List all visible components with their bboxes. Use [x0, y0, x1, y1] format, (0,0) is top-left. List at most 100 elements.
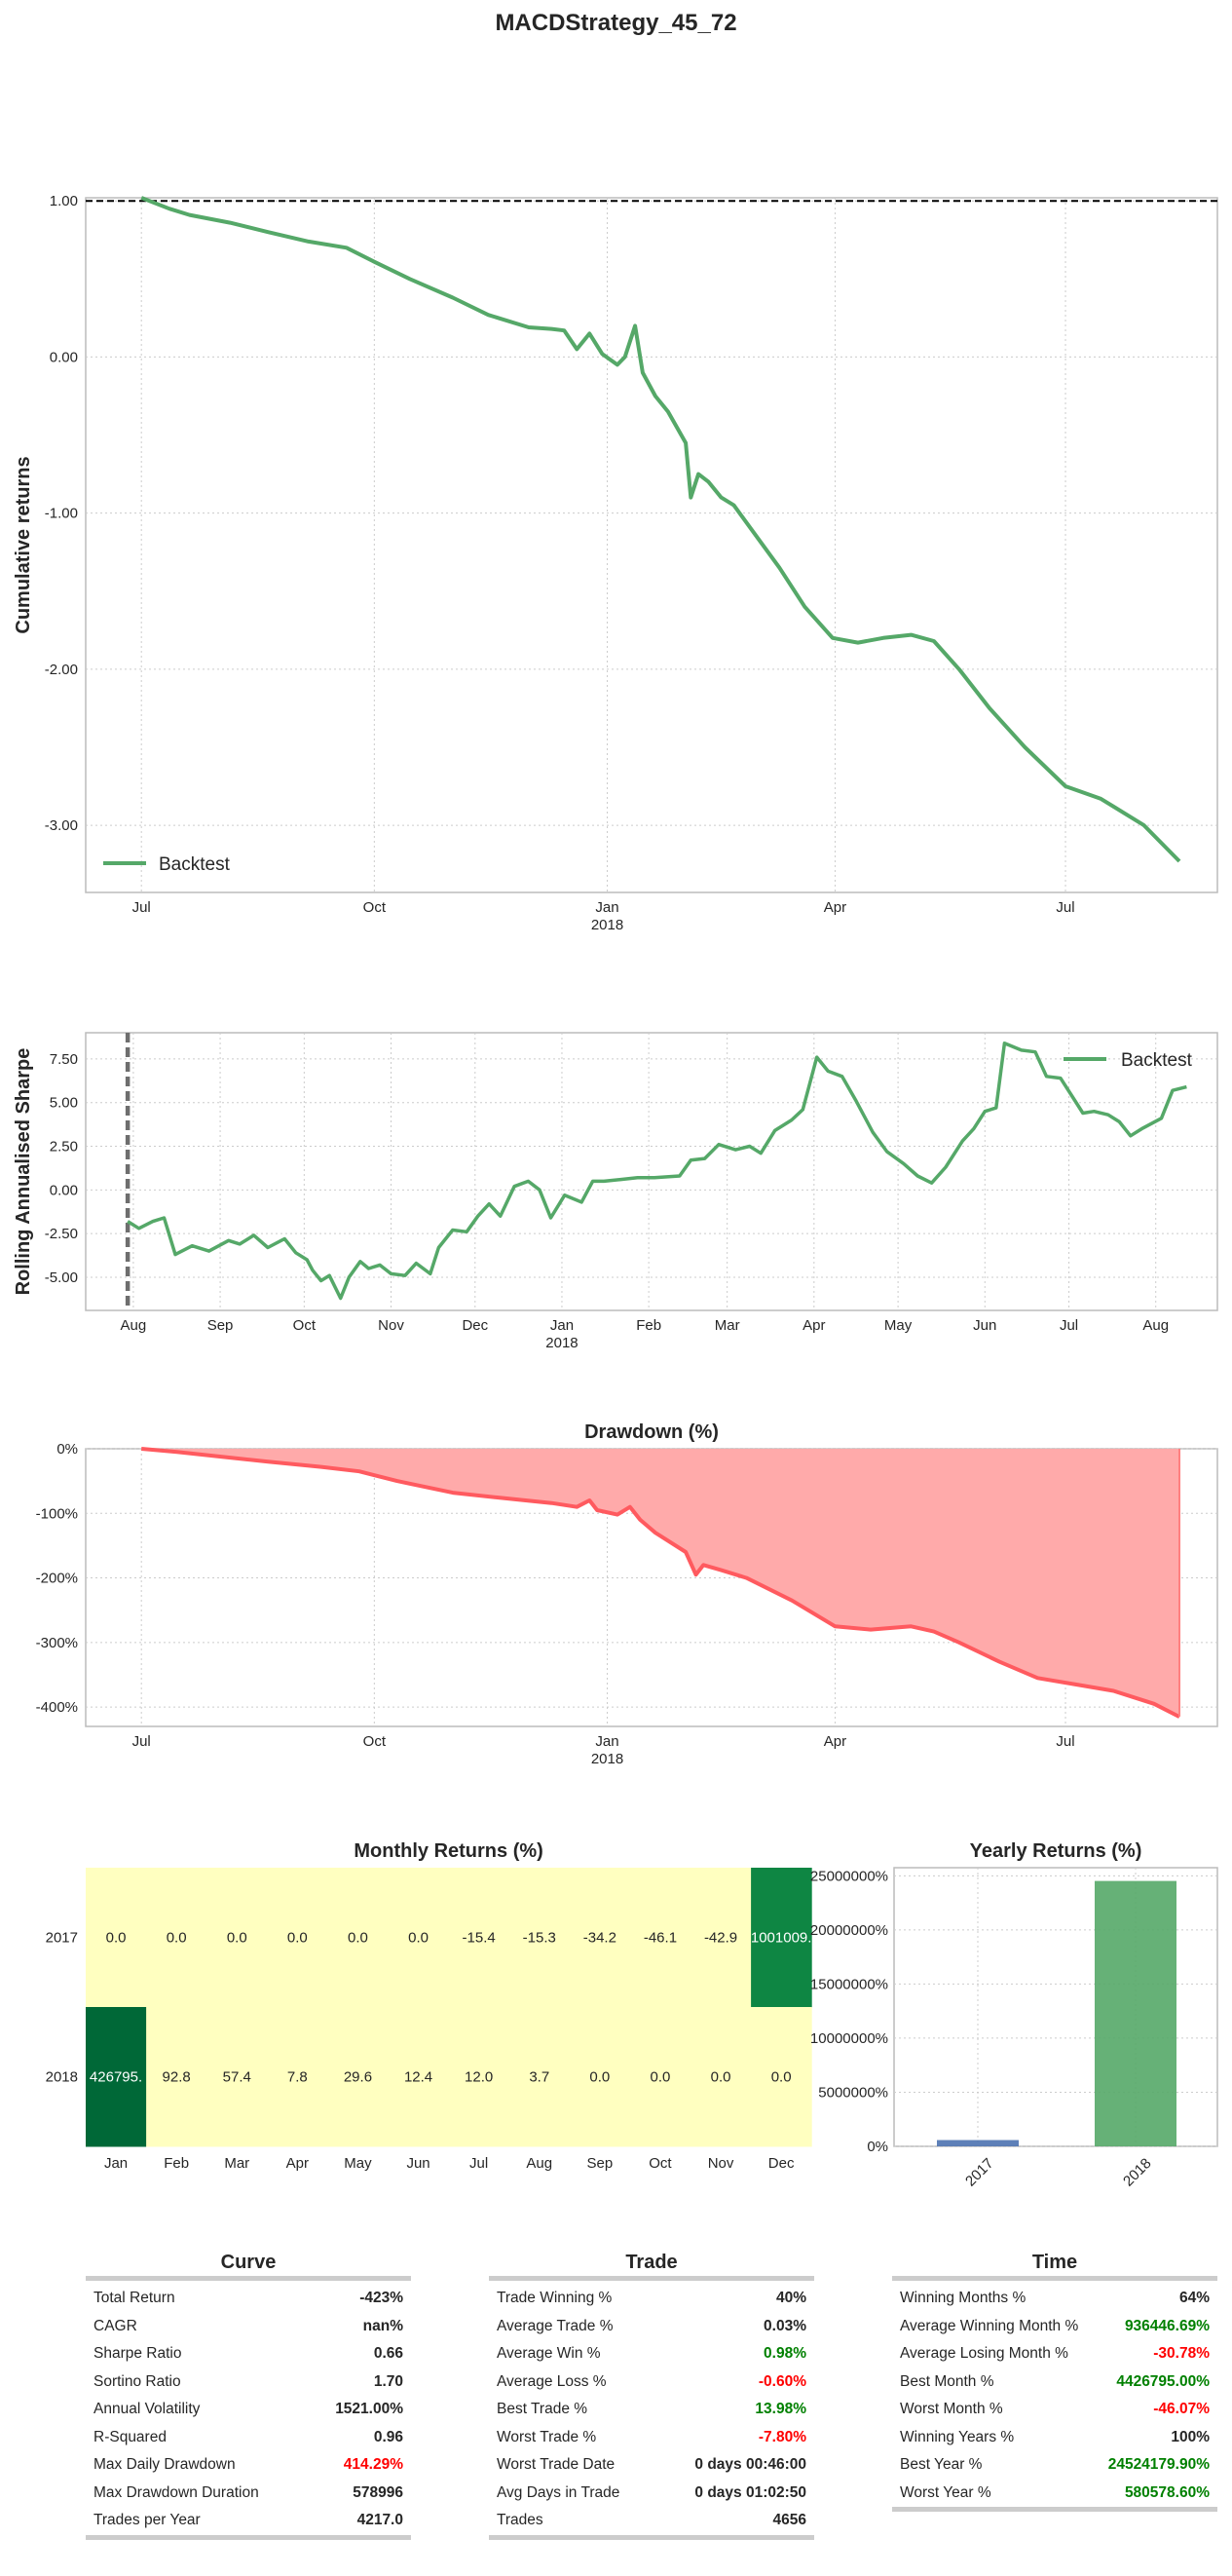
- time-stat-value: -46.07%: [1153, 2401, 1210, 2417]
- trade-stat-value: 0 days 00:46:00: [694, 2456, 806, 2473]
- sharpe-x-tick-label: Jun: [973, 1317, 996, 1334]
- heatmap-cell: [691, 1868, 752, 2008]
- curve-stat-label: Total Return: [93, 2290, 175, 2306]
- drawdown-x-tick-label: Jan: [595, 1733, 618, 1750]
- time-stat-row: Winning Years % 100%: [892, 2424, 1217, 2452]
- stats-curve-title: Curve: [220, 2252, 277, 2273]
- curve-stat-row: Trades per Year 4217.0: [86, 2507, 411, 2535]
- sharpe-y-tick-label: -2.50: [45, 1226, 78, 1242]
- drawdown-x-tick-label: Jul: [132, 1733, 151, 1750]
- sharpe-x-tick-label: Oct: [293, 1317, 317, 1334]
- heatmap-cell-label: 7.8: [287, 2069, 308, 2086]
- yearly-bar: [937, 2140, 1019, 2146]
- time-stat-value: 936446.69%: [1124, 2317, 1210, 2334]
- trade-stat-row: Average Trade % 0.03%: [489, 2313, 814, 2341]
- curve-stat-row: CAGR nan%: [86, 2313, 411, 2341]
- heatmap-cell-label: 12.0: [465, 2069, 493, 2086]
- trade-stat-value: 4656: [772, 2512, 806, 2528]
- sharpe-legend-label: Backtest: [1121, 1050, 1193, 1071]
- heatmap-cell-label: -46.1: [644, 1930, 677, 1947]
- heatmap-col-label: Jan: [104, 2155, 128, 2172]
- heatmap-cell-label: 12.4: [404, 2069, 432, 2086]
- time-stat-value: 4426795.00%: [1116, 2372, 1210, 2390]
- stats-time-top-rule: [892, 2276, 1217, 2281]
- yearly-x-tick-label: 2018: [1120, 2155, 1155, 2190]
- heatmap-cell-label: 92.8: [163, 2069, 191, 2086]
- sharpe-x-tick-label: May: [884, 1317, 913, 1334]
- drawdown-title: Drawdown (%): [584, 1421, 719, 1443]
- curve-stat-row: R-Squared 0.96: [86, 2424, 411, 2452]
- heatmap-cell-label: 426795.: [90, 2069, 142, 2086]
- sharpe-x-tick-label: Aug: [1142, 1317, 1169, 1334]
- trade-stat-row: Trade Winning % 40%: [489, 2285, 814, 2313]
- sharpe-x-tick-label: Dec: [462, 1317, 488, 1334]
- sharpe-y-tick-label: 7.50: [50, 1051, 78, 1068]
- heatmap-cell: [448, 1868, 510, 2008]
- curve-stat-value: 0.96: [373, 2428, 403, 2445]
- heatmap-cell: [327, 1868, 389, 2008]
- sharpe-x-tick-label: Nov: [378, 1317, 404, 1334]
- sharpe-series-line: [127, 1042, 1187, 1301]
- stats-time-bottom-rule: [892, 2507, 1217, 2512]
- stats-trade-top-rule: [489, 2276, 814, 2281]
- time-stat-row: Worst Year % 580578.60%: [892, 2480, 1217, 2508]
- curve-stat-value: 4217.0: [356, 2512, 403, 2528]
- heatmap-cell-label: -15.3: [523, 1930, 556, 1947]
- curve-stat-label: Sortino Ratio: [93, 2372, 181, 2390]
- curve-stat-value: 414.29%: [343, 2456, 403, 2473]
- heatmap-cell: [267, 1868, 328, 2008]
- trade-stat-label: Average Win %: [497, 2345, 601, 2362]
- time-stat-label: Best Year %: [900, 2456, 983, 2473]
- trade-stat-value: -7.80%: [758, 2428, 806, 2445]
- sharpe-x-tick-label: Aug: [121, 1317, 147, 1334]
- heatmap-col-label: Sep: [586, 2155, 613, 2172]
- sharpe-y-tick-label: -5.00: [45, 1269, 78, 1286]
- sharpe-x-tick-label: Jul: [1060, 1317, 1078, 1334]
- heatmap-cell: [508, 2007, 571, 2147]
- sharpe-x-tick-label: Sep: [207, 1317, 234, 1334]
- drawdown-y-tick-label: -100%: [36, 1505, 78, 1522]
- curve-stat-value: nan%: [362, 2317, 403, 2334]
- cumulative-series-line: [140, 196, 1181, 863]
- cumulative-y-tick-label: -1.00: [45, 506, 78, 522]
- drawdown-y-tick-label: -300%: [36, 1635, 78, 1651]
- heatmap-cell: [569, 1868, 631, 2008]
- heatmap-col-label: Oct: [649, 2155, 672, 2172]
- sharpe-x-tick-label: Apr: [803, 1317, 825, 1334]
- sharpe-x-tick-label: Feb: [636, 1317, 661, 1334]
- curve-stat-row: Max Daily Drawdown 414.29%: [86, 2451, 411, 2480]
- heatmap-col-label: Apr: [286, 2155, 309, 2172]
- cumulative-x-year-label: 2018: [591, 917, 623, 933]
- heatmap-title: Monthly Returns (%): [354, 1840, 542, 1862]
- yearly-y-tick-label: 5000000%: [818, 2084, 888, 2101]
- heatmap-col-label: Jun: [406, 2155, 429, 2172]
- cumulative-y-tick-label: 0.00: [50, 349, 78, 365]
- time-stat-value: -30.78%: [1153, 2345, 1210, 2362]
- trade-stat-row: Average Loss % -0.60%: [489, 2368, 814, 2397]
- heatmap-cell-label: 1001009.: [751, 1930, 812, 1947]
- time-stat-row: Best Month % 4426795.00%: [892, 2368, 1217, 2397]
- curve-stat-value: -423%: [359, 2290, 403, 2306]
- curve-stat-label: CAGR: [93, 2317, 137, 2334]
- heatmap-row-label: 2017: [46, 1930, 78, 1947]
- yearly-y-tick-label: 0%: [867, 2139, 888, 2155]
- heatmap-cell: [146, 2007, 207, 2147]
- sharpe-x-tick-label: Mar: [715, 1317, 740, 1334]
- drawdown-x-tick-label: Oct: [363, 1733, 387, 1750]
- cumulative-frame: [85, 197, 1218, 893]
- trade-stat-row: Trades 4656: [489, 2507, 814, 2535]
- stats-time-table: Time Winning Months % 64% Average Winning …: [892, 2249, 1217, 2516]
- curve-stat-value: 1521.00%: [335, 2401, 403, 2417]
- cumulative-x-tick-label: Apr: [824, 899, 846, 916]
- heatmap-cell: [691, 2007, 752, 2147]
- time-stat-row: Average Winning Month % 936446.69%: [892, 2313, 1217, 2341]
- cumulative-x-tick-label: Jan: [595, 899, 618, 916]
- heatmap-cell: [86, 2007, 147, 2147]
- heatmap-cell: [629, 1868, 691, 2008]
- heatmap-cell: [388, 2007, 450, 2147]
- yearly-y-tick-label: 10000000%: [810, 2030, 888, 2047]
- time-stat-label: Best Month %: [900, 2372, 994, 2390]
- time-stat-value: 24524179.90%: [1107, 2456, 1210, 2473]
- trade-stat-label: Average Loss %: [497, 2372, 607, 2390]
